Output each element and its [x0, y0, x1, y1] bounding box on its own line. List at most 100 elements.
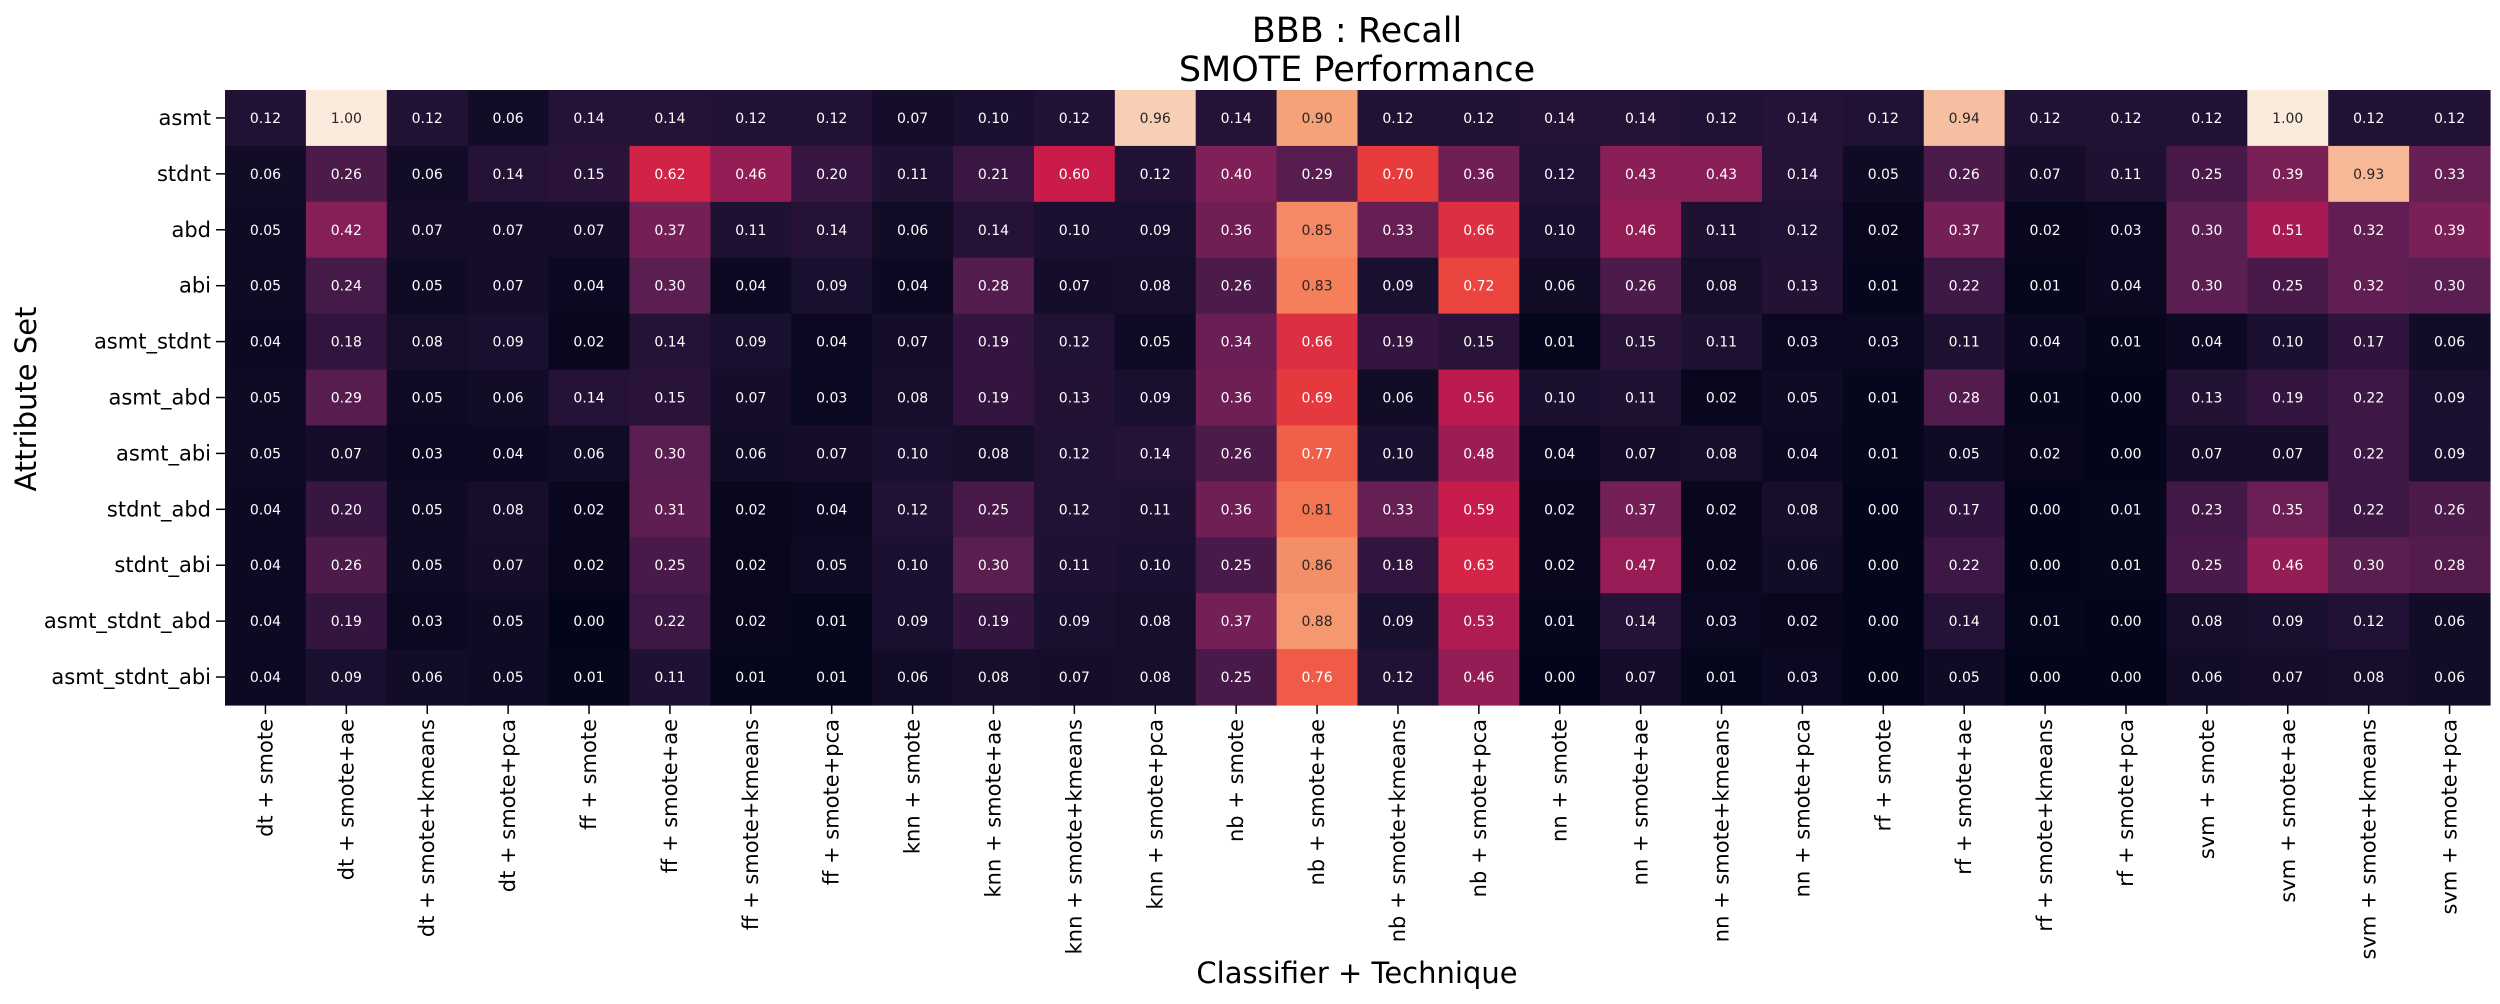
heatmap-cell [629, 201, 711, 259]
cell-value-label: 0.07 [1625, 446, 1656, 462]
heatmap-cell [1276, 90, 1359, 147]
cell-value-label: 0.26 [1625, 279, 1656, 295]
heatmap-cell [1761, 649, 1844, 706]
heatmap-cell [1033, 481, 1116, 538]
cell-value-label: 0.09 [735, 335, 766, 351]
cell-value-label: 0.46 [1625, 223, 1656, 239]
heatmap-cell [1519, 425, 1601, 482]
cell-value-label: 0.33 [2434, 167, 2465, 183]
cell-value-label: 0.07 [331, 446, 362, 462]
heatmap-cell [710, 369, 792, 427]
heatmap-cell [1195, 537, 1278, 594]
x-tick-label: rf + smote [1871, 719, 1895, 831]
cell-value-label: 0.10 [897, 446, 928, 462]
heatmap-cell [467, 537, 550, 594]
cell-value-label: 0.18 [1382, 558, 1413, 574]
cell-value-label: 0.09 [1059, 614, 1090, 630]
heatmap-cell [1357, 537, 1439, 594]
cell-value-label: 0.28 [978, 279, 1009, 295]
heatmap-cell [1438, 90, 1520, 147]
heatmap-cell [386, 649, 469, 706]
cell-value-label: 0.07 [573, 223, 604, 239]
heatmap-cell [1923, 649, 2006, 706]
heatmap-cell [710, 90, 792, 147]
cell-value-label: 0.32 [2353, 223, 2384, 239]
chart-title: BBB : Recall [1252, 11, 1463, 51]
cell-value-label: 0.00 [2030, 502, 2061, 518]
cell-value-label: 0.14 [1625, 111, 1656, 127]
heatmap-cell [1681, 313, 1763, 371]
heatmap-cell [548, 369, 631, 427]
heatmap-cell [305, 257, 388, 315]
cell-value-label: 0.06 [1382, 391, 1413, 407]
heatmap-cell [1114, 369, 1197, 427]
cell-value-label: 0.96 [1140, 111, 1171, 127]
x-tick-label: nb + smote+ae [1305, 719, 1329, 885]
heatmap-cell [2085, 257, 2168, 315]
cell-value-label: 0.07 [897, 111, 928, 127]
heatmap-cell [2409, 201, 2491, 259]
heatmap-cell [1276, 649, 1359, 706]
cell-value-label: 0.37 [1625, 502, 1656, 518]
cell-value-label: 0.05 [412, 558, 443, 574]
heatmap-cell [1033, 537, 1116, 594]
cell-value-label: 0.01 [2030, 391, 2061, 407]
heatmap-cell [1357, 369, 1439, 427]
heatmap-cell [872, 145, 954, 203]
heatmap-cell [1114, 425, 1197, 482]
cell-value-label: 0.04 [493, 446, 524, 462]
cell-value-label: 0.07 [2272, 446, 2303, 462]
heatmap-cell [1842, 593, 1925, 650]
cell-value-label: 0.00 [2110, 391, 2141, 407]
cell-value-label: 0.12 [1787, 223, 1818, 239]
cell-value-label: 1.00 [331, 111, 362, 127]
heatmap-cell [2085, 425, 2168, 482]
heatmap-cell [629, 313, 711, 371]
heatmap-cell [1519, 313, 1601, 371]
heatmap-cell [1195, 649, 1278, 706]
cell-value-label: 0.02 [2030, 223, 2061, 239]
heatmap-cell [2328, 369, 2410, 427]
cell-value-label: 0.11 [2110, 167, 2141, 183]
heatmap-cell [1842, 145, 1925, 203]
cell-value-label: 0.66 [1463, 223, 1494, 239]
heatmap-cell [1923, 257, 2006, 315]
cell-value-label: 0.22 [2353, 391, 2384, 407]
cell-value-label: 0.07 [493, 558, 524, 574]
heatmap-cell [1842, 649, 1925, 706]
heatmap-cell [2409, 369, 2491, 427]
cell-value-label: 0.14 [978, 223, 1009, 239]
x-tick-label: rf + smote+pca [2114, 719, 2138, 887]
heatmap-cell [2328, 313, 2410, 371]
heatmap-cell [1600, 257, 1682, 315]
heatmap-cell [953, 201, 1035, 259]
cell-value-label: 0.26 [2434, 502, 2465, 518]
heatmap-cell [2409, 537, 2491, 594]
heatmap-cell [1033, 313, 1116, 371]
cell-value-label: 0.05 [816, 558, 847, 574]
heatmap-cell [953, 313, 1035, 371]
cell-value-label: 0.06 [2434, 614, 2465, 630]
heatmap-cell [1761, 201, 1844, 259]
cell-value-label: 0.11 [1140, 502, 1171, 518]
heatmap-cell [386, 369, 469, 427]
heatmap-cell [467, 593, 550, 650]
heatmap-cell [1681, 537, 1763, 594]
heatmap-cell [791, 537, 873, 594]
cell-value-label: 0.12 [2353, 111, 2384, 127]
heatmap-cell [548, 481, 631, 538]
cell-value-label: 0.37 [1221, 614, 1252, 630]
heatmap-cell [953, 145, 1035, 203]
cell-value-label: 0.60 [1059, 167, 1090, 183]
heatmap-cell [1438, 369, 1520, 427]
cell-value-label: 0.04 [2191, 335, 2222, 351]
heatmap-cell [305, 593, 388, 650]
x-tick-label: ff + smote+ae [658, 719, 682, 873]
cell-value-label: 0.06 [2434, 335, 2465, 351]
cell-value-label: 0.14 [816, 223, 847, 239]
cell-value-label: 0.04 [573, 279, 604, 295]
heatmap-cell [2328, 425, 2410, 482]
cell-value-label: 0.77 [1301, 446, 1332, 462]
heatmap-cell [1923, 369, 2006, 427]
